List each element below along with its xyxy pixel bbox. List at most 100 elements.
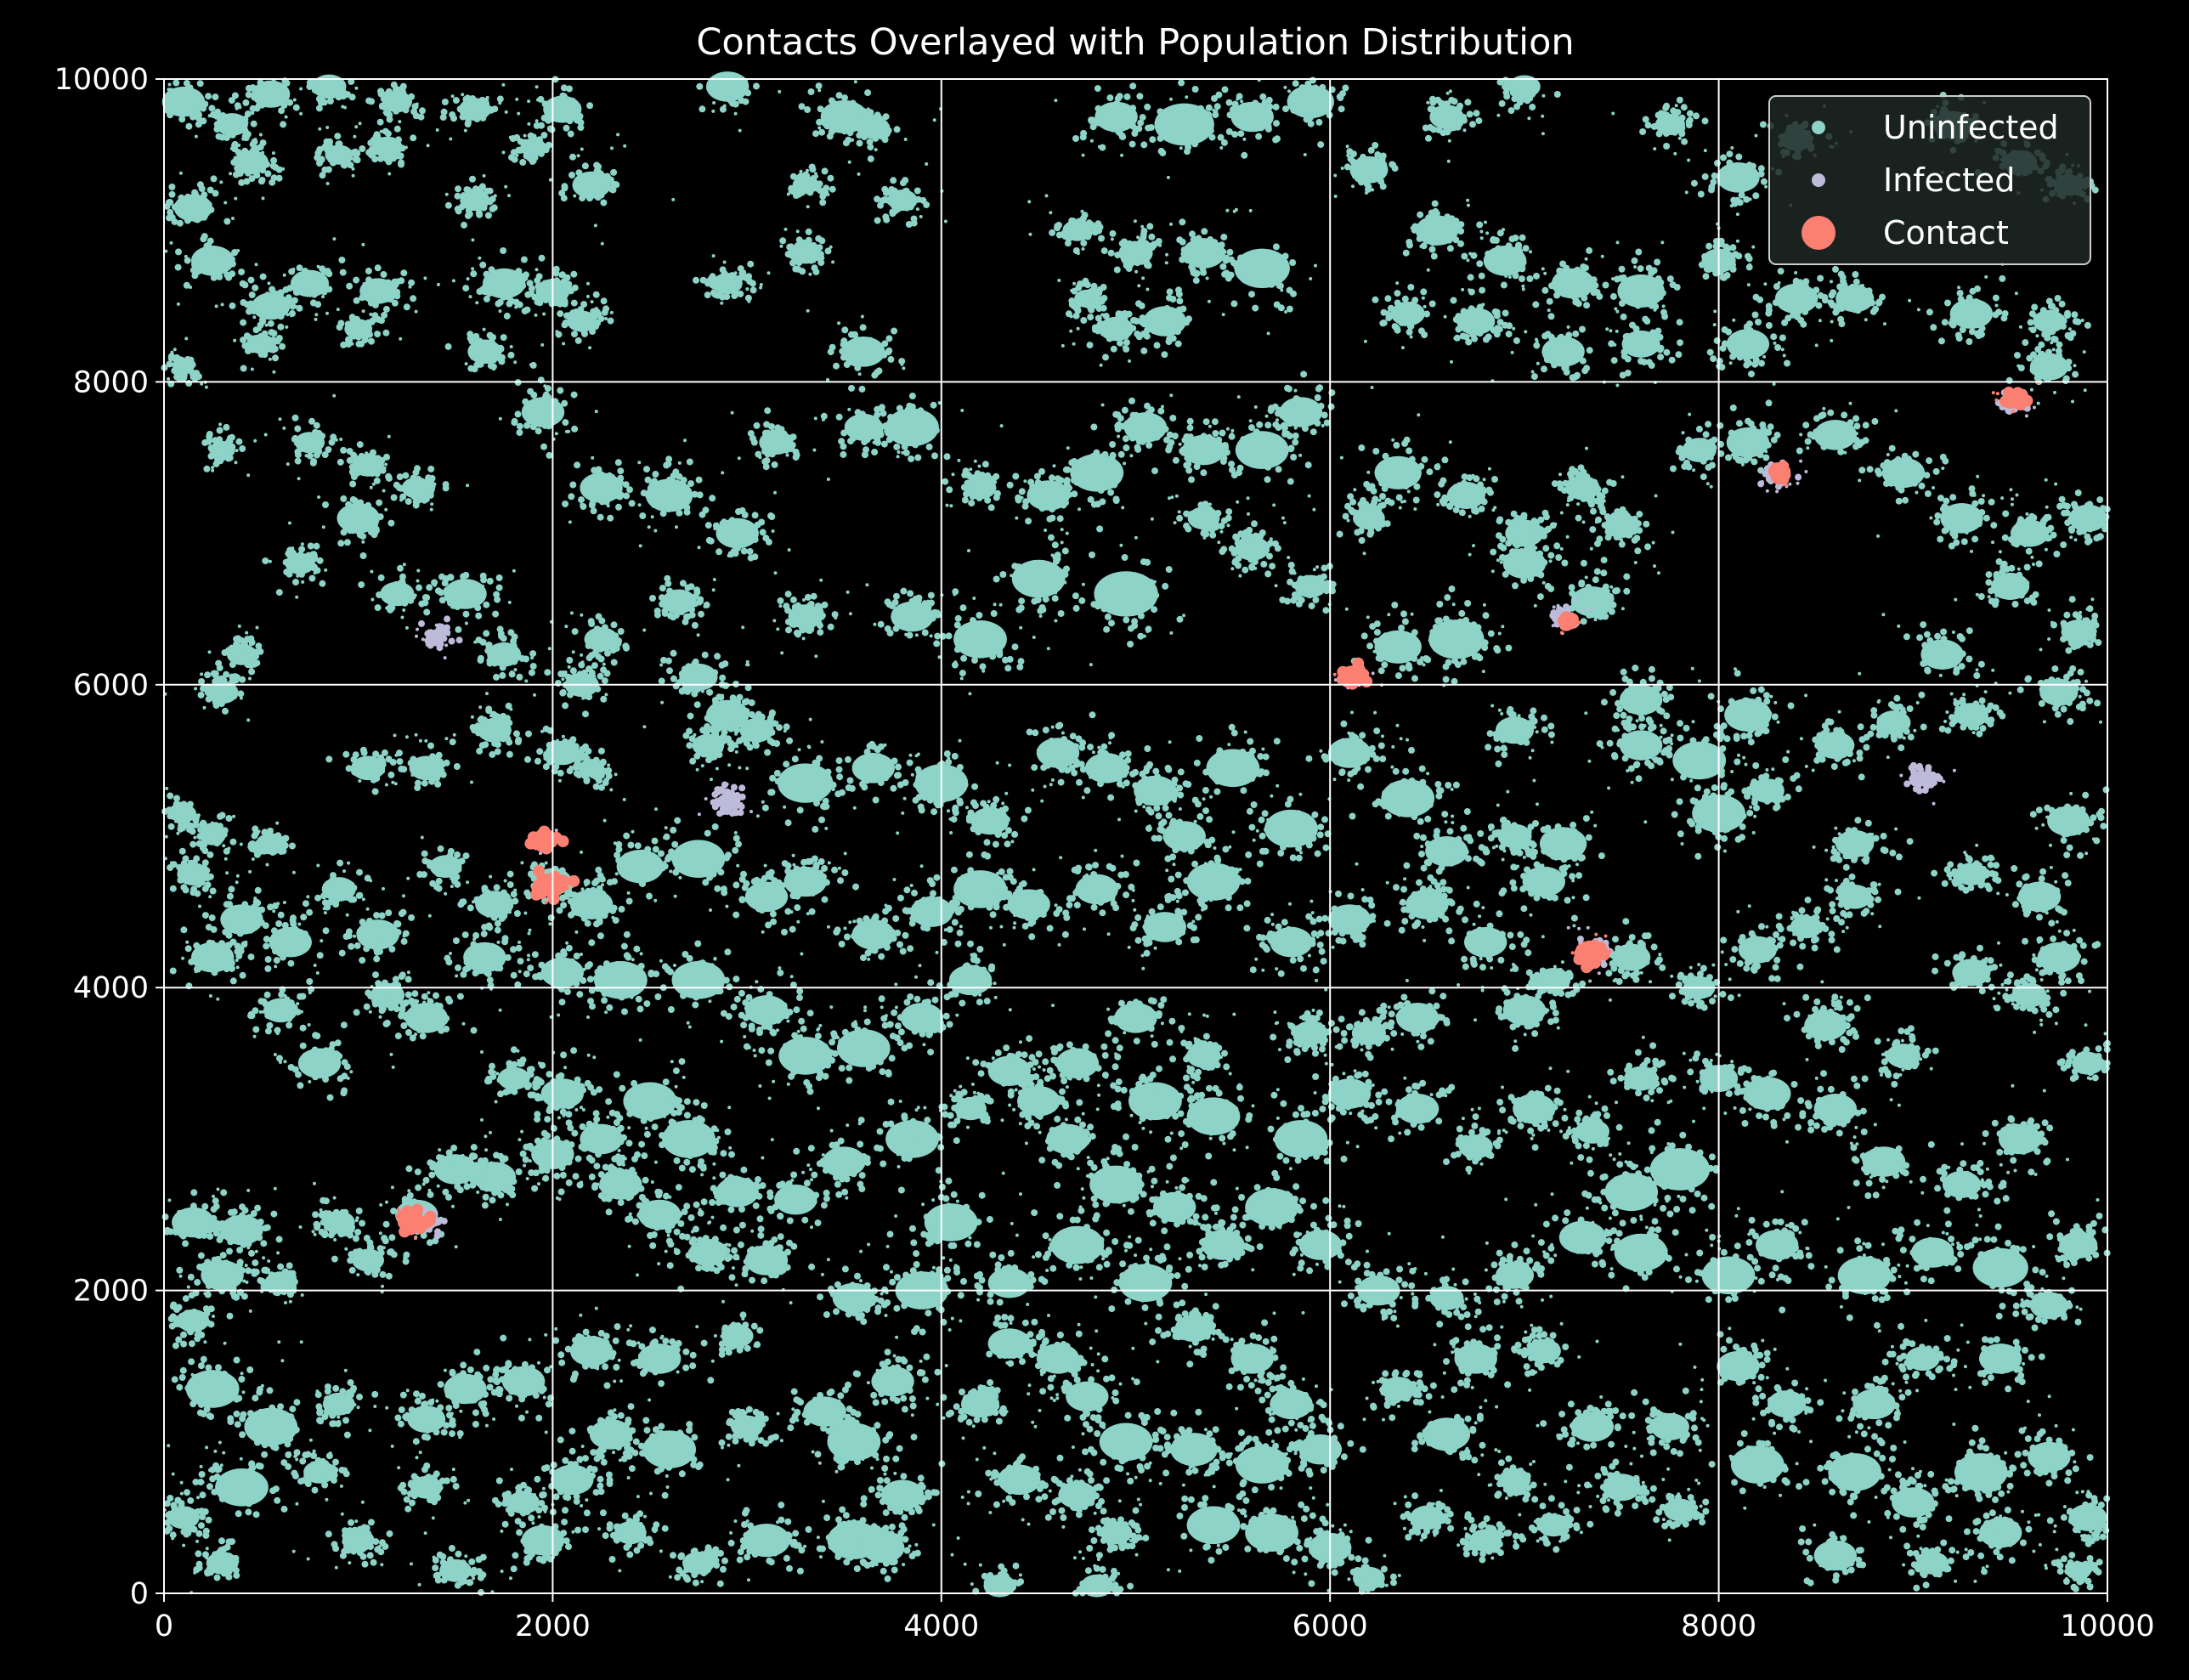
point — [464, 129, 467, 133]
point — [467, 211, 473, 218]
point — [1266, 97, 1273, 104]
point — [170, 351, 173, 354]
point — [829, 119, 832, 122]
point — [601, 297, 608, 304]
point — [268, 320, 274, 327]
point — [846, 354, 850, 357]
point — [1219, 146, 1223, 150]
point — [1829, 302, 1835, 308]
point — [476, 212, 483, 218]
point — [1926, 308, 1933, 315]
point — [1123, 345, 1126, 348]
point — [1523, 245, 1530, 252]
point — [2053, 391, 2056, 394]
point — [822, 418, 825, 421]
point — [2037, 402, 2040, 405]
point — [242, 116, 246, 120]
point — [414, 500, 417, 503]
point — [1447, 160, 1451, 163]
point — [1049, 474, 1055, 481]
point — [637, 461, 641, 464]
point — [743, 99, 749, 105]
point — [1295, 95, 1298, 99]
point — [745, 287, 749, 291]
point — [1619, 266, 1626, 273]
point — [347, 448, 354, 455]
point — [1022, 503, 1029, 510]
point — [1140, 114, 1146, 121]
point — [1442, 115, 1445, 118]
cluster-body — [520, 139, 546, 156]
cluster-body — [885, 409, 939, 447]
point — [1554, 91, 1561, 98]
point — [1118, 451, 1125, 458]
point — [957, 459, 960, 462]
point — [812, 264, 818, 271]
point — [357, 441, 364, 448]
point — [251, 368, 254, 371]
point — [1819, 319, 1822, 322]
point — [297, 477, 301, 480]
point — [557, 387, 563, 394]
point — [1070, 289, 1073, 292]
point — [1241, 152, 1247, 159]
point — [374, 331, 381, 337]
point — [465, 362, 468, 365]
point — [1056, 497, 1060, 501]
point — [800, 170, 803, 173]
point — [1411, 226, 1414, 229]
cluster-body — [291, 270, 329, 297]
point — [1201, 228, 1208, 235]
point — [1189, 444, 1192, 448]
point — [423, 276, 427, 280]
point — [787, 193, 790, 196]
point — [499, 417, 502, 421]
point — [580, 503, 583, 506]
point — [772, 461, 778, 468]
point — [1646, 359, 1653, 365]
cluster-body — [252, 81, 290, 108]
point — [902, 177, 908, 184]
point — [571, 300, 578, 307]
point — [534, 122, 540, 129]
cluster-body — [325, 145, 353, 165]
point — [497, 96, 504, 103]
cluster-body — [1027, 480, 1069, 511]
point — [246, 85, 252, 92]
point — [1475, 117, 1482, 124]
point — [1745, 253, 1751, 260]
point — [1730, 204, 1734, 207]
point — [1203, 418, 1210, 425]
point — [709, 495, 716, 501]
point — [1111, 346, 1117, 353]
point — [827, 478, 830, 481]
point — [840, 451, 846, 458]
point — [1793, 278, 1800, 285]
point — [1541, 132, 1545, 135]
point — [1832, 309, 1839, 316]
point — [166, 199, 173, 206]
point — [1503, 283, 1507, 286]
point — [900, 363, 903, 366]
point — [1406, 242, 1413, 249]
point — [245, 110, 252, 117]
point — [1172, 433, 1179, 439]
point — [575, 337, 582, 344]
point — [184, 80, 190, 87]
point — [517, 112, 520, 116]
point — [437, 283, 440, 286]
point — [1072, 342, 1076, 346]
point — [1253, 121, 1257, 124]
point — [192, 375, 199, 382]
point — [562, 301, 568, 308]
point — [1713, 323, 1717, 326]
point — [197, 218, 201, 221]
point — [1214, 110, 1218, 113]
point — [479, 184, 486, 190]
point — [1693, 112, 1700, 119]
point — [382, 489, 386, 493]
point — [271, 174, 278, 181]
point — [1861, 284, 1864, 287]
point — [1681, 139, 1688, 145]
point — [1783, 288, 1786, 291]
